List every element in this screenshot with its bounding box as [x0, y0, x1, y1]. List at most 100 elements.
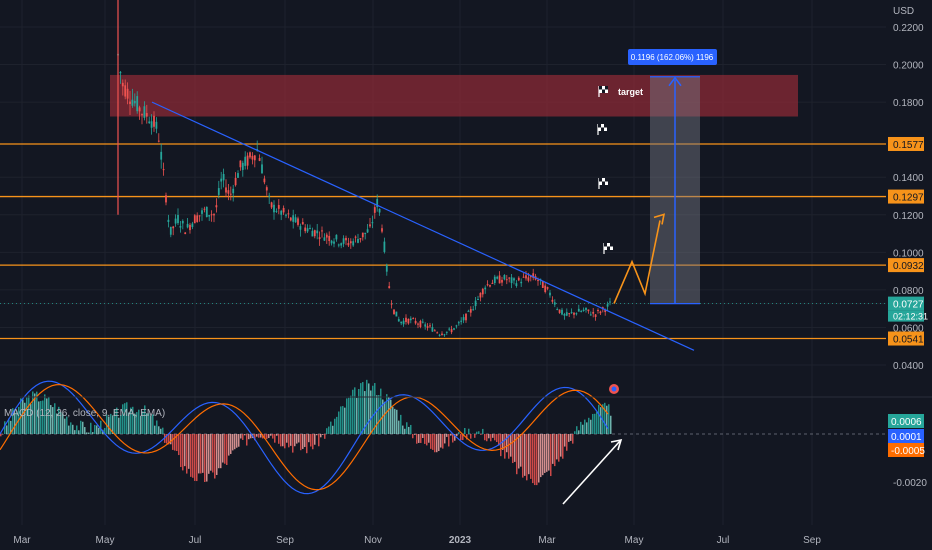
macd-histogram-bar	[42, 400, 44, 434]
trendline[interactable]	[0, 101, 886, 351]
signal-line	[0, 383, 609, 491]
macd-histogram-bar	[104, 427, 106, 434]
candle-body	[282, 207, 285, 213]
candle-body	[273, 204, 275, 213]
macd-histogram-bar	[600, 407, 602, 434]
macd-histogram-bar	[304, 434, 306, 447]
macd-histogram-bar	[300, 434, 302, 451]
price-tag-label: 0.0727	[893, 300, 924, 311]
macd-histogram-bar	[326, 428, 328, 434]
macd-histogram-bar	[142, 411, 144, 434]
macd-histogram-bar	[366, 379, 368, 434]
macd-histogram-bar	[584, 419, 586, 434]
candle-body	[263, 178, 266, 183]
target-zone-rect	[110, 74, 798, 117]
projection-path[interactable]	[613, 220, 661, 304]
candle-body	[373, 207, 376, 213]
macd-histogram-bar	[270, 434, 272, 436]
macd-histogram-bar	[188, 434, 190, 469]
flag-check	[602, 89, 605, 93]
macd-histogram-bar	[206, 434, 208, 482]
candle-body	[251, 155, 254, 160]
candle-body	[455, 325, 458, 327]
macd-histogram-bar	[556, 434, 558, 460]
finish-flag-icon	[598, 86, 608, 97]
candle-body	[330, 240, 333, 244]
macd-histogram-bar	[390, 399, 392, 434]
candle-body	[604, 309, 607, 312]
candle-body	[438, 334, 441, 336]
price-candles	[117, 0, 611, 337]
macd-histogram-bar	[566, 434, 568, 451]
macd-histogram-bar	[446, 434, 448, 437]
macd-histogram-bar	[552, 434, 554, 464]
macd-value-tag	[888, 443, 924, 457]
macd-histogram-bar	[572, 434, 574, 444]
trendline-line[interactable]	[151, 101, 695, 351]
candle-body	[546, 287, 549, 289]
macd-histogram-bar	[500, 434, 502, 457]
macd-histogram-bar	[314, 434, 316, 445]
target-label: target	[618, 87, 643, 97]
macd-histogram-bar	[550, 434, 552, 477]
macd-histogram-bar	[562, 434, 564, 459]
candle-body	[126, 88, 129, 99]
candle-body	[311, 230, 314, 237]
candle-body	[445, 331, 448, 333]
macd-histogram-bar	[220, 434, 222, 469]
candle-body	[443, 334, 446, 336]
macd-histogram-bar	[6, 425, 8, 434]
candle-body	[448, 328, 451, 330]
macd-histogram-bar	[564, 434, 566, 447]
macd-histogram-bar	[554, 434, 556, 467]
candle-body	[181, 220, 184, 224]
y-tick-label: 0.0600	[893, 323, 924, 334]
macd-histogram-bar	[480, 434, 482, 435]
candle-body	[520, 281, 523, 284]
macd-histogram-bar	[146, 413, 148, 434]
x-tick-label: Jul	[717, 535, 730, 546]
macd-histogram-bar	[406, 422, 408, 434]
macd-histogram-bar	[222, 434, 224, 463]
macd-histogram-bar	[70, 422, 72, 434]
macd-histogram-bar	[318, 434, 320, 447]
candle-body	[241, 162, 244, 170]
candle-body	[157, 140, 160, 142]
candle-body	[333, 241, 335, 244]
macd-histogram-bar	[546, 434, 548, 472]
candle-body	[141, 114, 143, 116]
macd-histogram-bar	[498, 434, 500, 446]
measure-tool[interactable]: 0.1196 (162.06%) 1196	[628, 49, 717, 305]
finish-flag-icon	[603, 243, 613, 254]
macd-histogram-bar	[548, 434, 550, 471]
macd-histogram-bar	[88, 432, 90, 434]
macd-histogram-bar	[80, 420, 82, 434]
candle-body	[544, 285, 547, 292]
projection-arrow[interactable]	[613, 213, 666, 304]
x-tick-label: Mar	[538, 535, 556, 546]
candle-body	[376, 198, 379, 208]
candle-body	[215, 205, 218, 208]
macd-histogram-bar	[436, 434, 438, 453]
finish-flag-icon	[597, 124, 607, 135]
macd-histogram-bar	[316, 434, 318, 436]
flag-check	[599, 178, 602, 182]
candle-body	[179, 226, 182, 228]
price-axis[interactable]: 0.2200 0.2000 0.1800 0.1577 0.1400 0.1297 0.12…	[888, 23, 928, 489]
macd-histogram-bar	[68, 425, 70, 434]
flag-check	[602, 181, 605, 185]
macd-histogram-bar	[26, 397, 28, 434]
candle-body	[532, 273, 535, 278]
candle-body	[198, 215, 201, 217]
macd-histogram-bar	[418, 434, 420, 443]
macd-histogram-bar	[346, 398, 348, 434]
time-axis[interactable]: Mar May Jul Sep Nov 2023 Mar May Jul Sep	[13, 535, 821, 546]
macd-histogram-bar	[160, 428, 162, 434]
macd-histogram-bar	[288, 434, 290, 448]
candle-body	[239, 160, 242, 168]
candle-body	[553, 302, 556, 305]
candle-body	[328, 235, 331, 241]
macd-histogram-bar	[232, 434, 234, 451]
candle-body	[426, 326, 429, 328]
